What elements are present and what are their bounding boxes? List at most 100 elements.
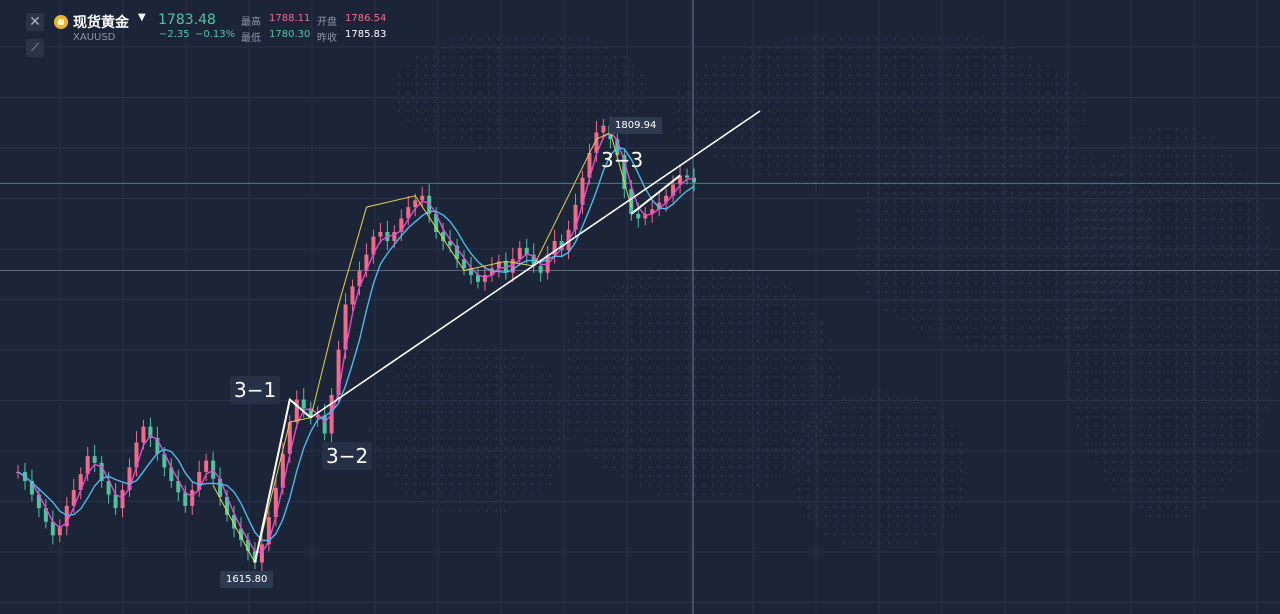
map-dot	[956, 245, 960, 249]
map-dot	[494, 455, 498, 459]
map-dot	[1166, 424, 1170, 428]
map-dot	[828, 411, 832, 415]
map-dot	[810, 438, 814, 442]
map-dot	[594, 420, 598, 424]
map-dot	[956, 299, 960, 303]
map-dot	[893, 118, 897, 122]
map-dot	[992, 164, 996, 168]
map-dot	[869, 397, 873, 401]
close-icon[interactable]: ✕	[26, 13, 44, 31]
map-dot	[720, 438, 724, 442]
map-dot	[1184, 136, 1188, 140]
map-dot	[604, 82, 608, 86]
map-dot	[848, 82, 852, 86]
map-dot	[1082, 281, 1086, 285]
map-dot	[613, 73, 617, 77]
map-dot	[905, 532, 909, 536]
map-dot	[965, 209, 969, 213]
map-dot	[731, 91, 735, 95]
map-dot	[586, 64, 590, 68]
map-dot	[1100, 290, 1104, 294]
map-dot	[505, 127, 509, 131]
map-dot	[684, 429, 688, 433]
map-dot	[920, 254, 924, 258]
map-dot	[1073, 109, 1077, 113]
map-dot	[1082, 200, 1086, 204]
map-dot	[1103, 424, 1107, 428]
map-dot	[630, 420, 634, 424]
map-dot	[965, 109, 969, 113]
map-dot	[413, 419, 417, 423]
map-dot	[767, 73, 771, 77]
map-dot	[812, 64, 816, 68]
map-dot	[965, 173, 969, 177]
map-dot	[1112, 208, 1116, 212]
map-dot	[1247, 217, 1251, 221]
map-dot	[1103, 172, 1107, 176]
map-dot	[711, 384, 715, 388]
map-dot	[512, 491, 516, 495]
map-dot	[1148, 217, 1152, 221]
symbol-name[interactable]: 现货黄金	[73, 15, 129, 31]
map-dot	[959, 451, 963, 455]
map-dot	[1139, 226, 1143, 230]
map-dot	[783, 339, 787, 343]
map-dot	[613, 100, 617, 104]
map-dot	[1028, 299, 1032, 303]
map-dot	[875, 263, 879, 267]
map-dot	[1085, 406, 1089, 410]
map-dot	[866, 154, 870, 158]
map-dot	[1145, 218, 1149, 222]
map-dot	[776, 136, 780, 140]
map-dot	[950, 442, 954, 446]
map-dot	[1121, 280, 1125, 284]
map-dot	[729, 267, 733, 271]
map-dot	[1019, 73, 1023, 77]
map-dot	[887, 532, 891, 536]
map-dot	[415, 82, 419, 86]
high-label: 最高	[241, 17, 261, 28]
map-dot	[851, 469, 855, 473]
map-dot	[729, 339, 733, 343]
map-dot	[503, 365, 507, 369]
map-dot	[938, 37, 942, 41]
drawing-tool-icon[interactable]: ⟋	[26, 39, 44, 57]
map-dot	[1094, 370, 1098, 374]
map-dot	[1103, 352, 1107, 356]
map-dot	[1082, 290, 1086, 294]
map-dot	[905, 469, 909, 473]
map-dot	[1148, 451, 1152, 455]
map-dot	[774, 384, 778, 388]
map-dot	[467, 437, 471, 441]
map-dot	[1145, 227, 1149, 231]
map-dot	[720, 294, 724, 298]
map-dot	[869, 415, 873, 419]
map-dot	[467, 473, 471, 477]
map-dot	[440, 383, 444, 387]
map-dot	[442, 136, 446, 140]
map-dot	[866, 37, 870, 41]
map-dot	[738, 393, 742, 397]
map-dot	[1265, 388, 1269, 392]
map-dot	[857, 37, 861, 41]
candle-body	[57, 526, 62, 536]
map-dot	[783, 312, 787, 316]
candle-body	[273, 487, 278, 518]
map-dot	[722, 91, 726, 95]
map-dot	[675, 330, 679, 334]
map-dot	[686, 82, 690, 86]
map-dot	[1001, 218, 1005, 222]
map-dot	[801, 456, 805, 460]
map-dot	[806, 487, 810, 491]
map-dot	[1166, 406, 1170, 410]
map-dot	[810, 330, 814, 334]
map-dot	[559, 55, 563, 59]
map-dot	[738, 483, 742, 487]
map-dot	[1139, 415, 1143, 419]
map-dot	[819, 402, 823, 406]
map-dot	[442, 73, 446, 77]
map-dot	[1247, 433, 1251, 437]
map-dot	[1028, 344, 1032, 348]
chevron-down-icon[interactable]: ▼	[138, 12, 146, 23]
